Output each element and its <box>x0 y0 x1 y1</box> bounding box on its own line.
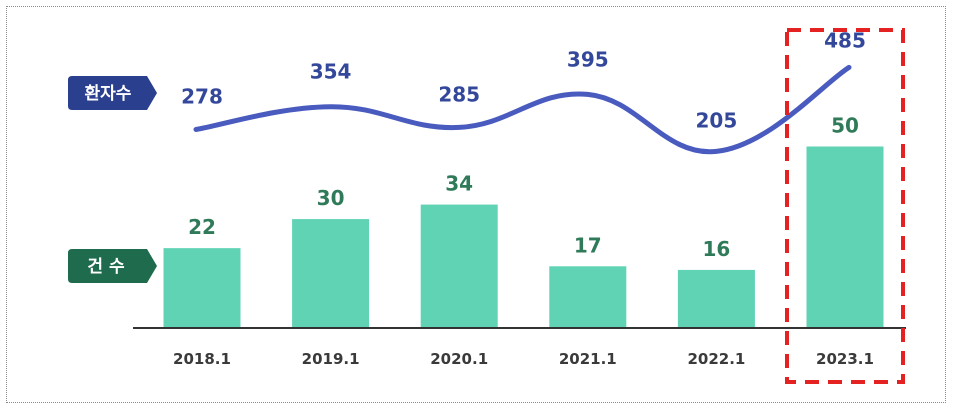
x-tick-2018.1: 2018.1 <box>173 350 231 368</box>
x-tick-2021.1: 2021.1 <box>559 350 617 368</box>
line-label-2022.1: 205 <box>696 108 738 132</box>
bar-label-2019.1: 30 <box>317 186 345 210</box>
line-label-2020.1: 285 <box>438 82 480 106</box>
x-axis-tick-labels: 2018.1 2019.1 2020.1 2021.1 2022.1 2023.1 <box>173 350 874 368</box>
line-value-labels: 278 354 285 395 205 485 <box>181 28 866 132</box>
bar-label-2022.1: 16 <box>702 237 730 261</box>
line-label-2023.1: 485 <box>824 28 866 52</box>
line-label-2018.1: 278 <box>181 85 223 109</box>
legend-tag-patients: 환자수 <box>68 76 157 110</box>
bar-label-2020.1: 34 <box>445 172 473 196</box>
bar-value-labels: 22 30 34 17 16 50 <box>188 114 859 261</box>
bar-label-2018.1: 22 <box>188 215 216 239</box>
bar-label-2021.1: 17 <box>574 233 602 257</box>
x-tick-2019.1: 2019.1 <box>302 350 360 368</box>
x-tick-2022.1: 2022.1 <box>687 350 745 368</box>
x-tick-2023.1: 2023.1 <box>816 350 874 368</box>
legend-tag-patients-label: 환자수 <box>85 84 132 104</box>
legend-tag-cases-shape <box>68 249 157 283</box>
bar-2021.1 <box>549 266 627 328</box>
line-label-2019.1: 354 <box>310 60 352 84</box>
bar-2019.1 <box>292 219 370 328</box>
legend-tag-patients-shape <box>68 76 157 110</box>
line-series-patients <box>193 64 852 155</box>
legend-tag-cases-label: 건 수 <box>87 257 125 277</box>
line-label-2021.1: 395 <box>567 47 609 71</box>
bar-2018.1 <box>163 248 241 328</box>
bar-2023.1 <box>806 146 884 328</box>
legend-tag-cases: 건 수 <box>68 249 157 283</box>
bar-2020.1 <box>420 204 498 328</box>
chart-frame <box>6 6 946 403</box>
x-tick-2020.1: 2020.1 <box>430 350 488 368</box>
highlight-box-2023 <box>785 28 905 384</box>
bar-series <box>163 146 884 328</box>
bar-2022.1 <box>677 269 755 328</box>
bar-label-2023.1: 50 <box>831 114 859 138</box>
